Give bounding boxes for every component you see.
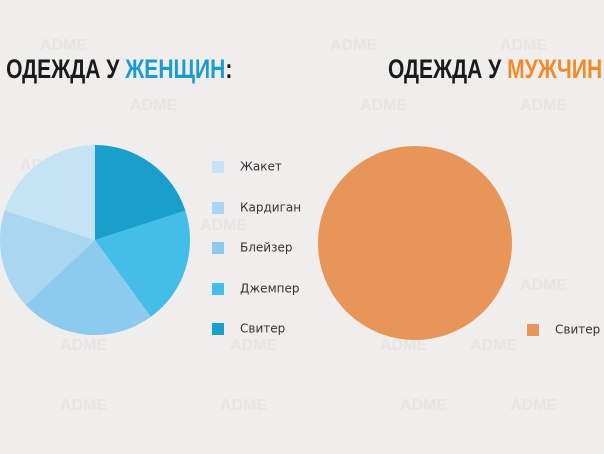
- pie-slice: [95, 145, 186, 240]
- pie-slice: [4, 145, 96, 240]
- legend-label: Кардиган: [240, 201, 301, 215]
- watermark: ADME: [60, 337, 107, 354]
- watermark: ADME: [130, 97, 177, 114]
- legend-label: Свитер: [240, 322, 285, 336]
- pie-slice: [25, 240, 151, 336]
- chart-title: ОДЕЖДА У ЖЕНЩИН:: [6, 55, 232, 85]
- title-part: :: [225, 55, 232, 85]
- title-part: ОДЕЖДА У: [6, 55, 125, 85]
- legend-label: Блейзер: [240, 241, 292, 255]
- watermark: ADME: [520, 277, 567, 294]
- watermark: ADME: [380, 337, 427, 354]
- watermark: ADME: [230, 337, 277, 354]
- chart-title: ОДЕЖДА У МУЖЧИН:: [388, 55, 604, 85]
- watermarks: ADME ADME ADME ADME ADME ADME ADME ADME ADME ADME…: [20, 37, 567, 414]
- watermark: ADME: [60, 397, 107, 414]
- legend-swatch: [212, 242, 224, 254]
- legend-swatch: [212, 283, 224, 295]
- watermark: ADME: [510, 397, 557, 414]
- charts: ОДЕЖДА У ЖЕНЩИН: Жакет Кардиган Блейзер Джем…: [0, 55, 604, 340]
- title-part: МУЖЧИН: [507, 55, 602, 85]
- watermark: ADME: [220, 397, 267, 414]
- legend-label: Джемпер: [240, 282, 299, 296]
- watermark: ADME: [200, 217, 247, 234]
- watermark: ADME: [40, 37, 87, 54]
- title-part: ОДЕЖДА У: [388, 55, 507, 85]
- watermark: ADME: [500, 37, 547, 54]
- title-part: :: [602, 55, 604, 85]
- pie-slice: [0, 210, 96, 306]
- legend-swatch: [527, 324, 539, 336]
- legend-label: Жакет: [240, 160, 282, 174]
- legend-swatch: [212, 323, 224, 335]
- legend-swatch: [212, 202, 224, 214]
- legend-swatch: [212, 161, 224, 173]
- pie-slice: [95, 210, 190, 317]
- watermark: ADME: [400, 397, 447, 414]
- watermark: ADME: [330, 37, 377, 54]
- legend-label: Свитер: [555, 323, 600, 337]
- watermark: ADME: [520, 97, 567, 114]
- watermark: ADME: [470, 337, 517, 354]
- watermark: ADME: [360, 97, 407, 114]
- title-part: ЖЕНЩИН: [124, 55, 225, 85]
- pie-slice: [318, 146, 512, 340]
